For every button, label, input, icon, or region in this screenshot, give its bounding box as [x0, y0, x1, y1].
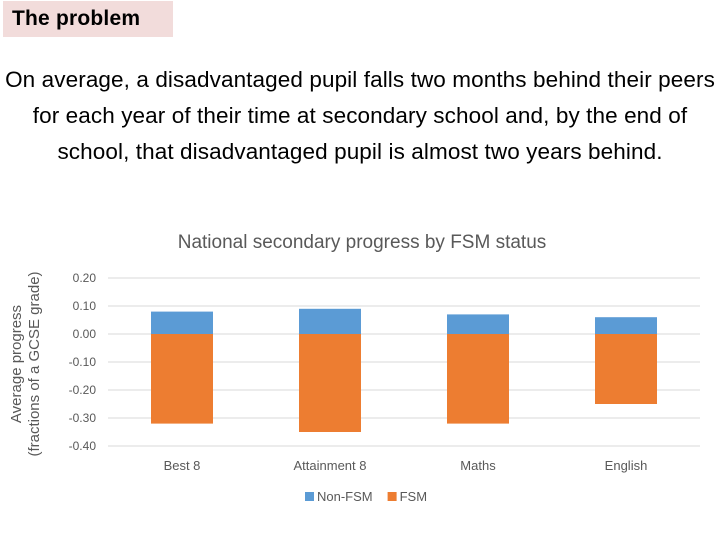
bar-non-fsm [595, 317, 657, 334]
x-tick-label: Best 8 [164, 458, 201, 473]
progress-chart: National secondary progress by FSM statu… [8, 232, 700, 504]
legend-swatch [305, 492, 314, 501]
chart-title: National secondary progress by FSM statu… [178, 232, 547, 253]
x-tick-label: English [605, 458, 648, 473]
y-tick-label: -0.20 [69, 383, 97, 397]
bar-fsm [447, 334, 509, 424]
chart-container: National secondary progress by FSM statu… [0, 220, 720, 540]
y-tick-label: 0.00 [73, 327, 97, 341]
bar-fsm [151, 334, 213, 424]
bar-fsm [595, 334, 657, 404]
intro-paragraph: On average, a disadvantaged pupil falls … [5, 67, 715, 164]
bar-non-fsm [151, 311, 213, 334]
y-axis-label-line: Average progress [8, 305, 25, 423]
legend-label: FSM [400, 489, 427, 504]
y-axis-label-line: (fractions of a GCSE grade) [26, 271, 43, 456]
y-tick-label: -0.30 [69, 411, 97, 425]
x-tick-label: Attainment 8 [294, 458, 367, 473]
y-tick-label: 0.10 [73, 299, 97, 313]
section-tag-label: The problem [12, 7, 141, 30]
legend-label: Non-FSM [317, 489, 373, 504]
x-tick-label: Maths [460, 458, 496, 473]
legend-swatch [387, 492, 397, 501]
bar-fsm [299, 334, 361, 432]
y-axis-label: Average progress(fractions of a GCSE gra… [8, 271, 43, 456]
bar-non-fsm [299, 308, 361, 334]
bar-non-fsm [447, 314, 509, 334]
y-tick-label: -0.10 [69, 355, 97, 369]
y-tick-label: -0.40 [69, 439, 97, 453]
y-tick-label: 0.20 [73, 271, 97, 285]
section-tag: The problem [3, 1, 173, 37]
